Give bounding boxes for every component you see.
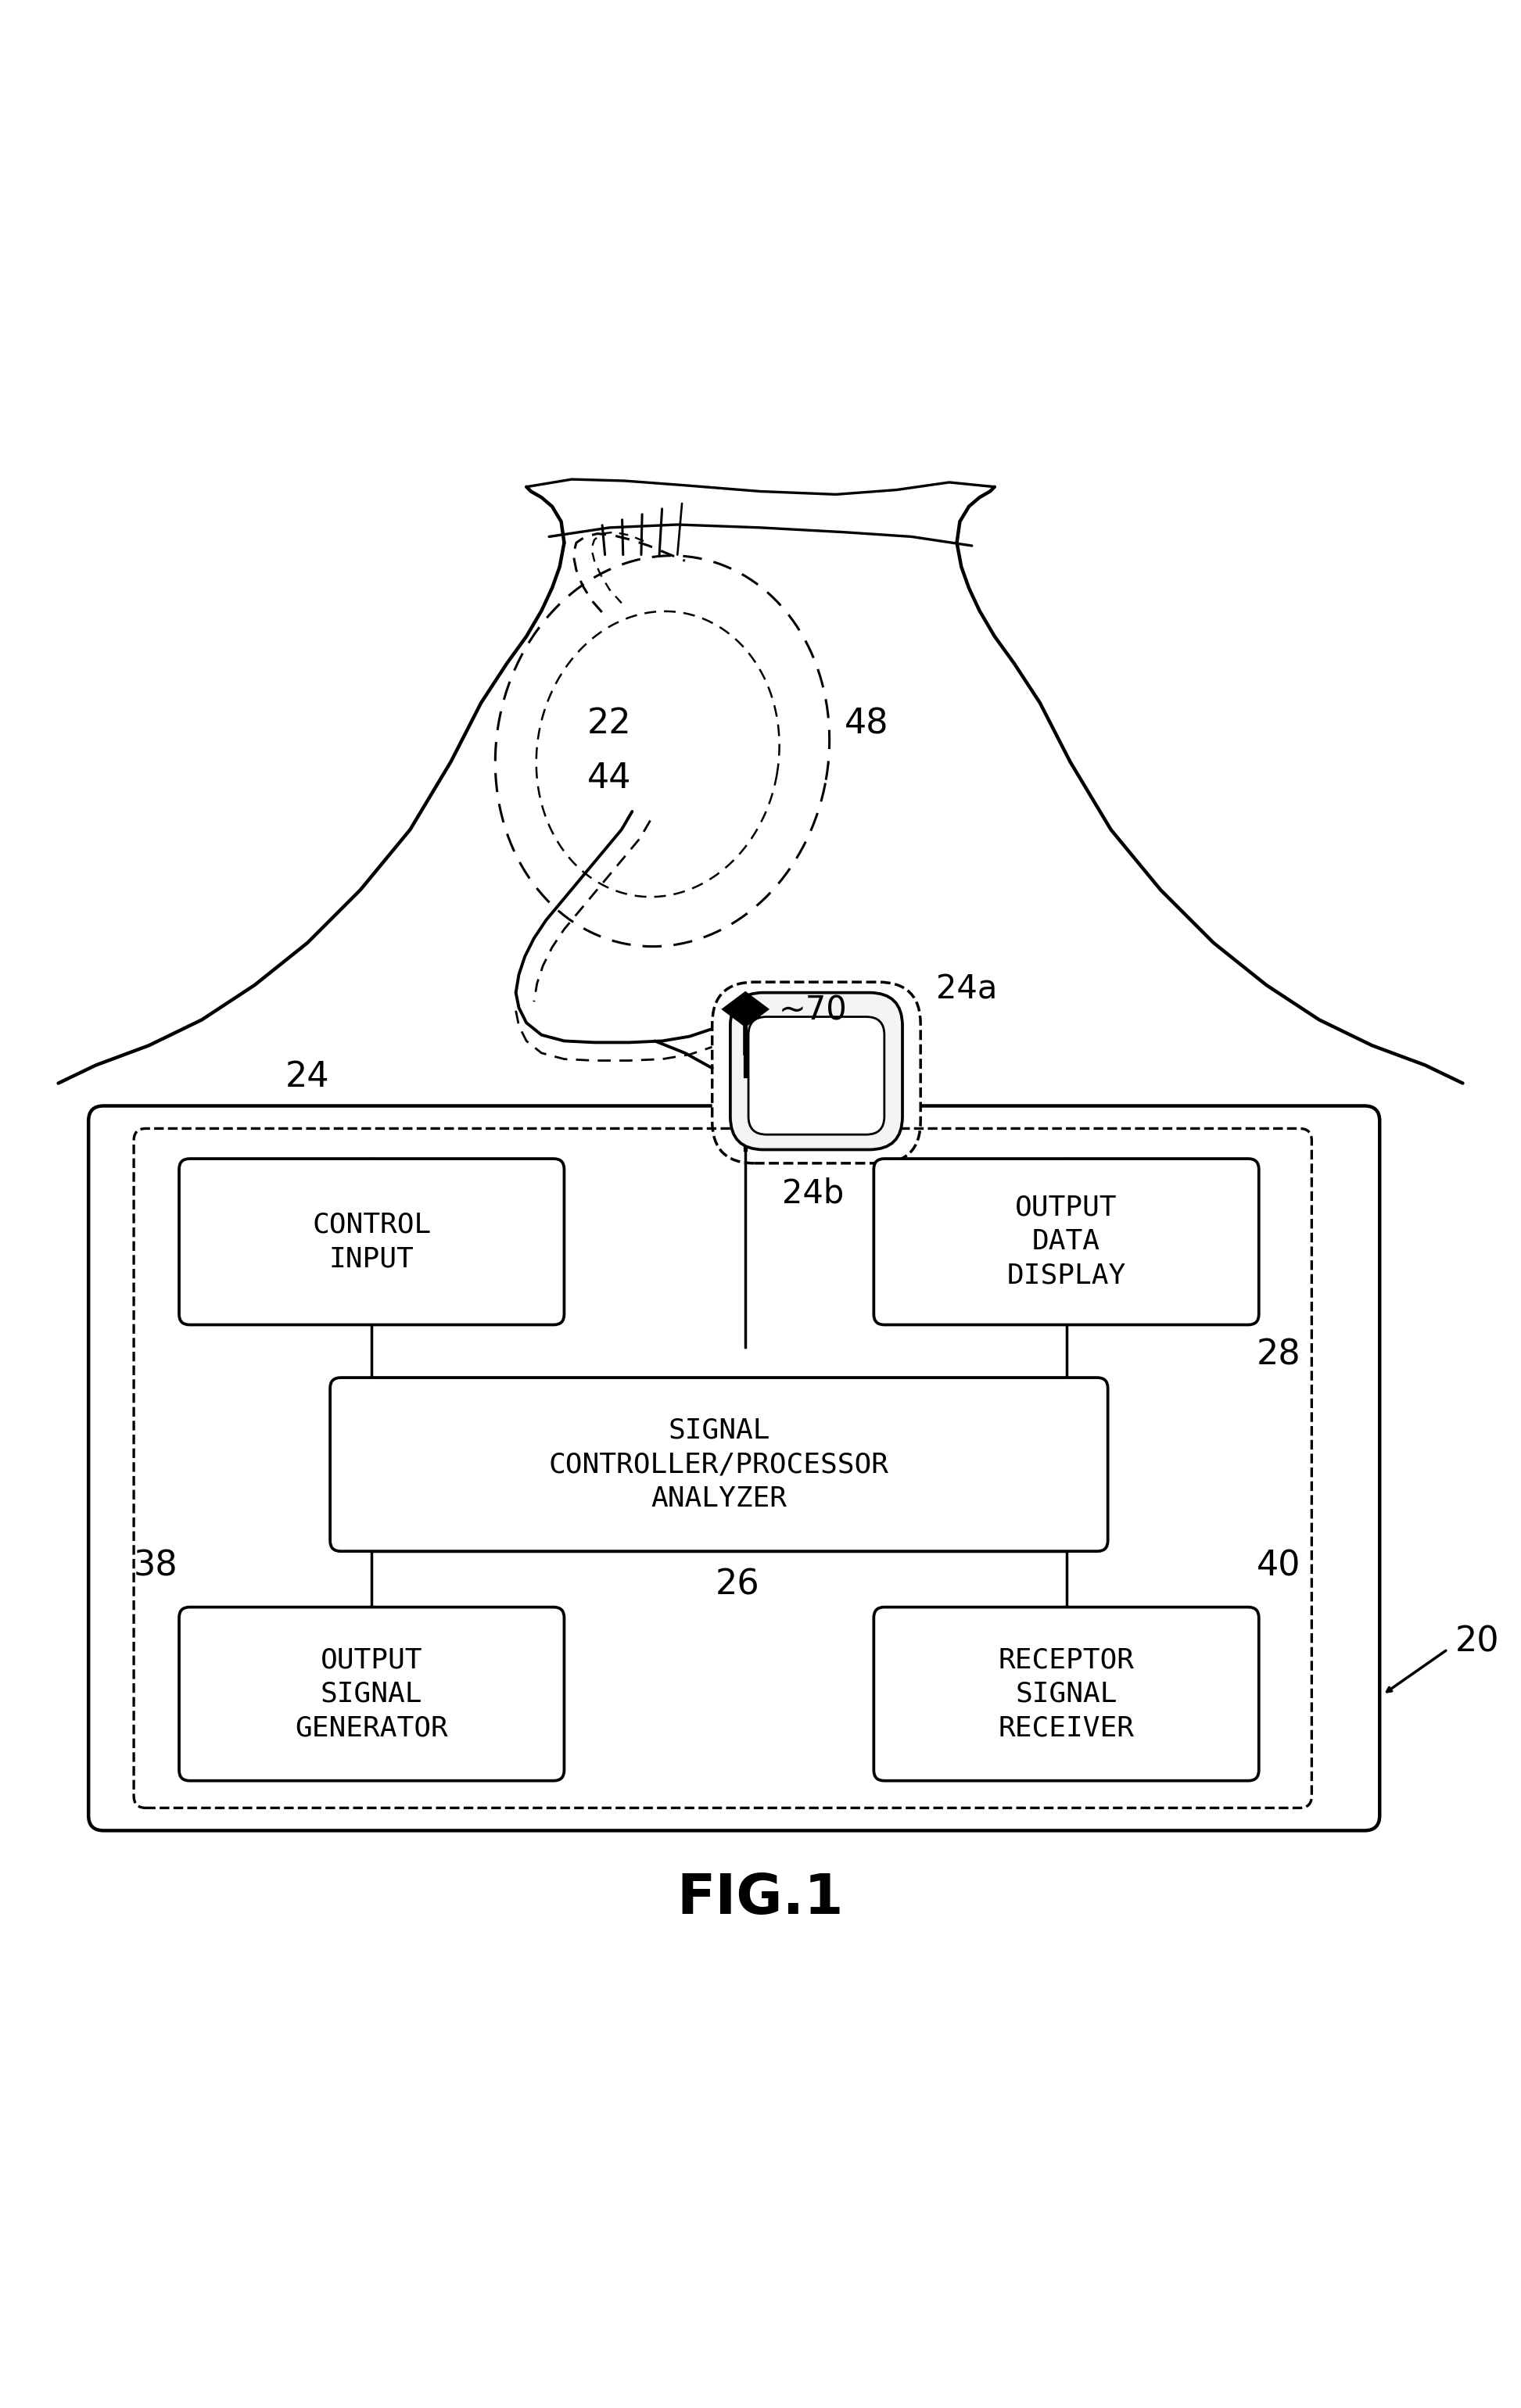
Text: 22: 22 <box>587 708 631 742</box>
FancyBboxPatch shape <box>873 1606 1259 1782</box>
Text: RECEPTOR
SIGNAL
RECEIVER: RECEPTOR SIGNAL RECEIVER <box>998 1647 1135 1741</box>
FancyBboxPatch shape <box>730 992 902 1149</box>
Text: 24b: 24b <box>782 1178 844 1209</box>
Text: 48: 48 <box>844 708 888 742</box>
Text: 20: 20 <box>1456 1625 1500 1659</box>
Text: OUTPUT
SIGNAL
GENERATOR: OUTPUT SIGNAL GENERATOR <box>295 1647 449 1741</box>
Text: 44: 44 <box>587 761 631 795</box>
Text: 24: 24 <box>286 1060 330 1093</box>
Text: 24a: 24a <box>935 973 996 1007</box>
Text: OUTPUT
DATA
DISPLAY: OUTPUT DATA DISPLAY <box>1007 1194 1126 1288</box>
FancyBboxPatch shape <box>179 1606 564 1782</box>
FancyBboxPatch shape <box>330 1377 1107 1551</box>
Text: 38: 38 <box>134 1548 178 1582</box>
Text: 28: 28 <box>1256 1339 1300 1373</box>
FancyBboxPatch shape <box>873 1158 1259 1324</box>
FancyBboxPatch shape <box>179 1158 564 1324</box>
Text: ~70: ~70 <box>779 995 847 1028</box>
Text: SIGNAL
CONTROLLER/PROCESSOR
ANALYZER: SIGNAL CONTROLLER/PROCESSOR ANALYZER <box>549 1418 890 1512</box>
FancyBboxPatch shape <box>712 982 920 1163</box>
Polygon shape <box>721 992 770 1028</box>
Text: 40: 40 <box>1256 1548 1300 1582</box>
FancyBboxPatch shape <box>748 1016 884 1134</box>
FancyBboxPatch shape <box>88 1105 1380 1830</box>
Text: CONTROL
INPUT: CONTROL INPUT <box>312 1211 430 1271</box>
Text: 26: 26 <box>715 1568 759 1601</box>
Text: FIG.1: FIG.1 <box>677 1871 844 1926</box>
